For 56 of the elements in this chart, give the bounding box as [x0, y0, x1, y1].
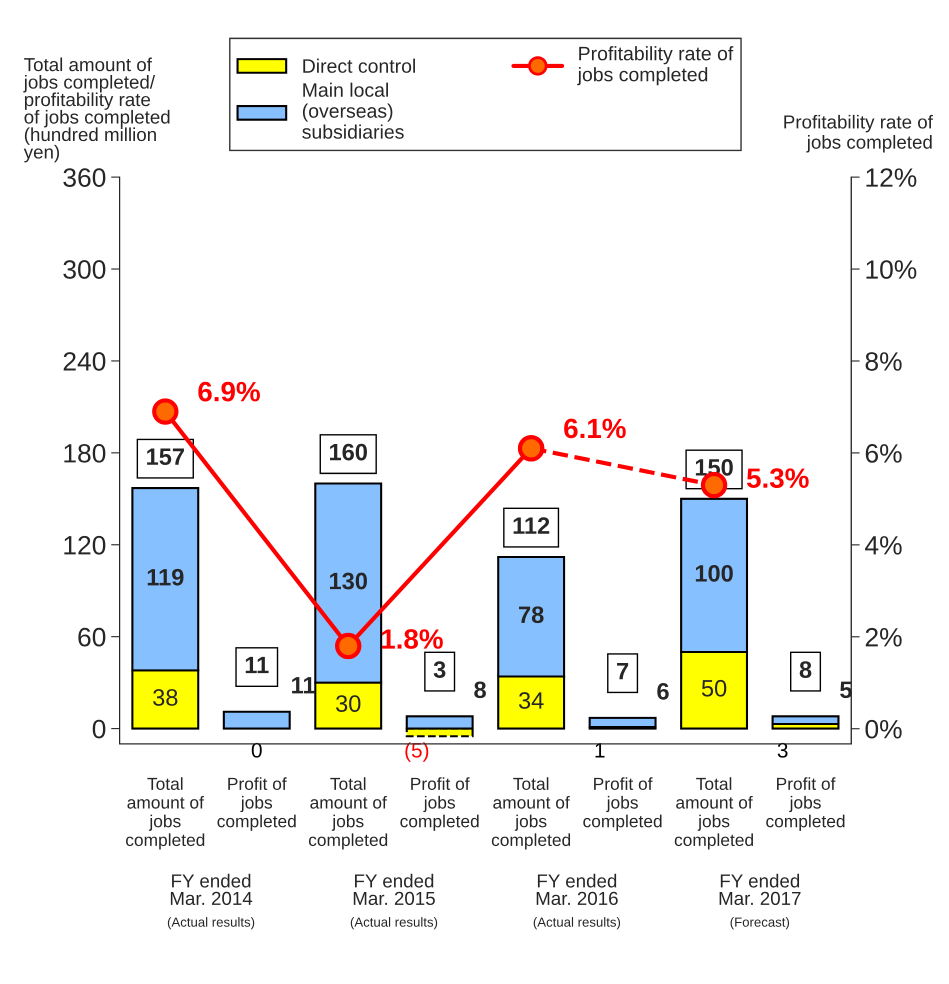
text: FY ended Mar. 2014: [170, 874, 252, 906]
legend-label: Direct control: [303, 58, 415, 73]
data-label: 6.9%: [198, 382, 260, 402]
y2-tick-label: 12%: [866, 168, 916, 187]
y-tick-label: 60: [78, 628, 106, 646]
y2-axis-title: Profitability rate of jobs completed: [784, 114, 933, 153]
data-label: 130: [330, 572, 367, 590]
text: (Actual results): [350, 917, 438, 930]
legend-label: Main local (overseas) subsidiaries: [302, 82, 404, 139]
data-label: 78: [519, 606, 544, 624]
legend-label: Profitability rate of jobs completed: [577, 46, 734, 86]
text: FY ended Mar. 2015: [354, 874, 435, 906]
y-tick-label: 0: [92, 720, 106, 738]
x-tick-label: Profit of jobs completed: [766, 777, 844, 831]
total-label: 160: [330, 444, 367, 460]
data-label: 6: [657, 682, 669, 700]
data-label: 8: [474, 681, 486, 698]
y-tick-label: 180: [64, 444, 106, 463]
y2-tick-label: 8%: [866, 352, 902, 371]
total-label: 112: [514, 517, 550, 534]
text: (Forecast): [730, 917, 790, 930]
x-tick-label: Total amount of jobs completed: [308, 777, 388, 850]
x-tick-label: Total amount of jobs completed: [492, 777, 570, 850]
text: FY ended Mar. 2017: [720, 874, 801, 906]
data-label: 1.8%: [382, 629, 443, 649]
y-tick-label: 360: [63, 168, 106, 187]
y2-tick-label: 2%: [866, 628, 902, 647]
total-label: 157: [147, 448, 184, 466]
data-label: 50: [702, 680, 726, 697]
text: FY ended Mar. 2016: [536, 874, 618, 906]
data-label: 5.3%: [746, 468, 809, 488]
data-label: 6.1%: [564, 418, 626, 438]
total-label: 8: [800, 661, 812, 678]
y2-tick-label: 0%: [865, 720, 902, 739]
text: (Actual results): [168, 917, 254, 930]
total-label: 7: [617, 663, 628, 680]
text: (Actual results): [534, 917, 620, 930]
data-label: 38: [153, 689, 178, 706]
x-tick-label: Total amount of jobs completed: [126, 777, 204, 850]
x-tick-label: Profit of jobs completed: [583, 777, 662, 831]
y-tick-label: 300: [63, 260, 106, 279]
data-label: 30: [336, 695, 360, 712]
data-label: 34: [518, 692, 544, 709]
y-tick-label: 240: [64, 352, 106, 371]
total-label: 3: [434, 661, 446, 678]
data-label: 119: [148, 568, 184, 586]
y2-tick-label: 4%: [865, 536, 902, 555]
x-tick-label: Total amount of jobs completed: [674, 777, 753, 850]
data-label: 11: [246, 656, 269, 674]
y-tick-label: 120: [64, 536, 106, 555]
y2-tick-label: 10%: [866, 260, 916, 279]
x-tick-label: Profit of jobs completed: [217, 777, 296, 831]
x-tick-label: Profit of jobs completed: [400, 777, 479, 831]
y-axis-title: Total amount of jobs completed/ profitability rate of jobs completed (hundred million yen): [23, 57, 170, 162]
data-label: 100: [696, 565, 733, 582]
y2-tick-label: 6%: [866, 444, 902, 463]
